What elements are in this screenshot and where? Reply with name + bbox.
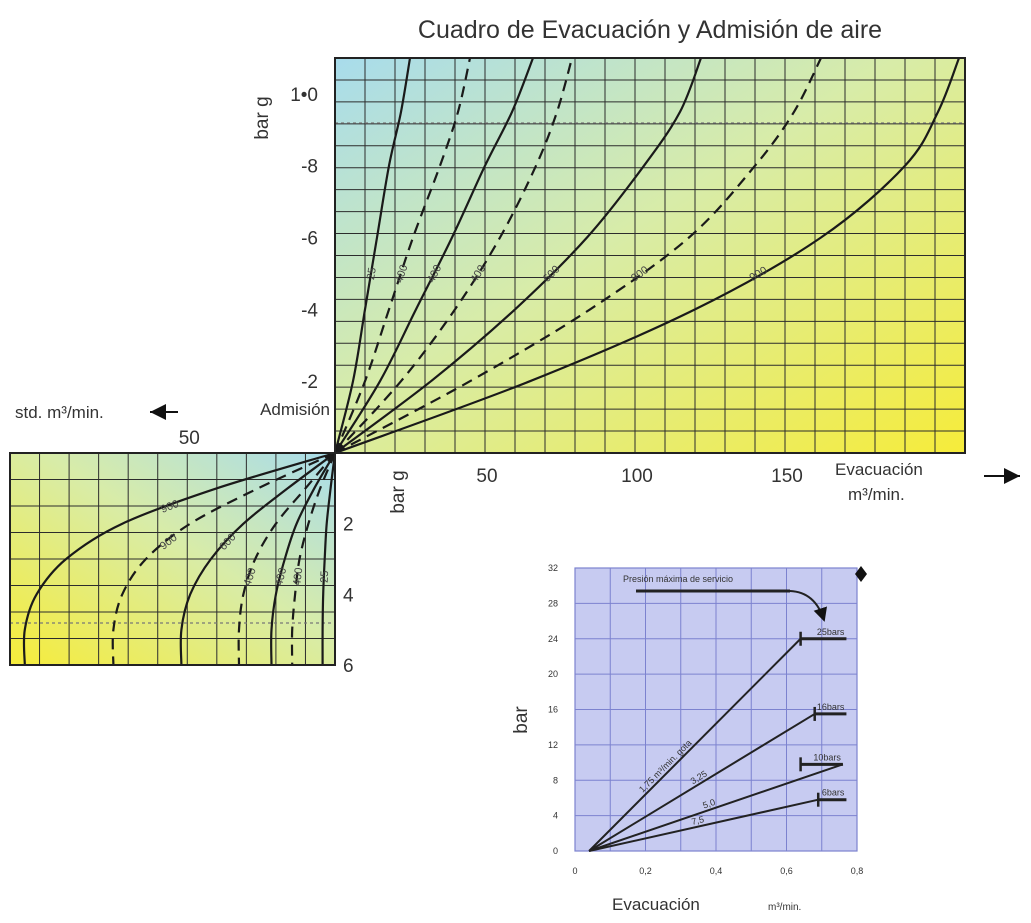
inset-y-tick: 8 <box>553 775 558 785</box>
evacuation-y-tick: -6 <box>301 229 318 250</box>
evacuation-curve-600 <box>334 57 703 454</box>
admission-curve-label: 400 <box>242 566 259 587</box>
evacuation-x-tick: 100 <box>621 466 653 487</box>
inset-line-label: 5,0 <box>701 797 716 811</box>
inset-line <box>588 763 844 852</box>
inset-annotation: Presión máxima de servicio <box>623 574 733 584</box>
evacuation-panel: 25 400 400 400 600 900 900 -2-4-6-81•0 50 100 15… <box>252 57 1020 504</box>
evacuation-curve-400 <box>333 57 472 454</box>
admission-curve-400 <box>290 452 337 666</box>
inset-y-tick: 12 <box>548 740 558 750</box>
admission-x-label: std. m³/min. <box>15 403 104 422</box>
inset-x-tick: 0 <box>572 866 577 876</box>
inset-y-tick: 24 <box>548 634 558 644</box>
admission-y-ticks: 2 4 6 <box>343 515 354 677</box>
inset-limit-label: 6bars <box>822 788 845 798</box>
admission-curve-900 <box>22 451 336 666</box>
inset-y-tick: 28 <box>548 598 558 608</box>
inset-grid <box>575 568 857 851</box>
admission-curves <box>22 451 337 666</box>
inset-x-label-unit: m³/min. <box>768 902 801 913</box>
inset-frame <box>574 567 858 852</box>
evacuation-x-tick: 150 <box>771 466 803 487</box>
inset-x-tick: 0,6 <box>780 866 793 876</box>
inset-x-tick: 0,8 <box>851 866 864 876</box>
admision-label: Admisión <box>260 400 330 419</box>
admission-curve-400 <box>237 452 336 666</box>
evacuation-y-tick: -2 <box>301 372 318 393</box>
admission-curve-25 <box>321 452 337 666</box>
inset-y-label: bar <box>511 706 532 734</box>
inset-x-label-main: Evacuación <box>612 895 700 914</box>
inset-line <box>588 638 802 852</box>
evacuation-x-ticks: 50 100 150 <box>476 466 802 487</box>
evacuation-curve-900 <box>334 57 961 455</box>
evacuation-y-tick: -8 <box>301 157 318 178</box>
evacuation-curve-label: 400 <box>393 263 410 284</box>
admission-curve-900 <box>111 452 336 666</box>
inset-y-tick: 16 <box>548 705 558 715</box>
evacuation-x-label-line2: m³/min. <box>848 485 905 504</box>
inset-x-tick: 0,4 <box>710 866 723 876</box>
inset-line-label: 7,5 <box>691 814 705 826</box>
admission-curve-600 <box>179 452 336 666</box>
inset-y-tick: 0 <box>553 846 558 856</box>
inset-line <box>588 798 819 852</box>
admission-curve-label: 400 <box>291 567 305 587</box>
chart-title: Cuadro de Evacuación y Admisión de aire <box>418 16 882 44</box>
admission-x-ticks: 50 <box>179 428 200 449</box>
admission-curve-label: 25 <box>319 570 332 583</box>
diamond-icon <box>855 566 867 582</box>
inset-y-tick: 20 <box>548 669 558 679</box>
inset-y-tick: 4 <box>553 811 558 821</box>
inset-line <box>588 713 816 852</box>
admission-curve-label: 400 <box>273 567 289 588</box>
evacuation-curve-25 <box>333 57 412 454</box>
admission-y-tick: 6 <box>343 656 354 677</box>
inset-y-tick: 32 <box>548 563 558 573</box>
admission-y-label: bar g <box>388 470 409 513</box>
evacuation-y-ticks: -2 -4 -6 -8 1•0 <box>290 85 318 393</box>
evacuation-x-tick: 50 <box>476 466 497 487</box>
inset-y-ticks: 0 4 8 12 16 20 24 28 32 <box>548 563 558 856</box>
evacuation-frame <box>334 57 966 454</box>
inset-x-ticks: 0 0,2 0,4 0,6 0,8 <box>572 866 863 876</box>
inset-x-tick: 0,2 <box>639 866 652 876</box>
evacuation-curve-900 <box>334 57 822 454</box>
inset-annotation-arrow-icon <box>789 590 827 622</box>
inset-lines <box>588 631 847 852</box>
admission-frame <box>9 452 336 666</box>
admission-y-tick: 2 <box>343 515 354 536</box>
evacuation-y-tick: -4 <box>301 300 318 321</box>
inset-limit-label: 16bars <box>817 702 845 712</box>
admission-y-tick: 4 <box>343 585 354 606</box>
inset-limit-label: 25bars <box>817 627 845 637</box>
admission-x-tick: 50 <box>179 428 200 449</box>
evacuation-curve-400 <box>334 57 535 454</box>
evacuation-curve-400 <box>334 57 574 454</box>
evacuation-x-label-line1: Evacuación <box>835 460 923 479</box>
evacuation-curve-label: 25 <box>365 267 379 281</box>
evacuation-y-tick: 1•0 <box>290 85 318 106</box>
inset-limit-label: 10bars <box>813 752 841 762</box>
admission-curve-400 <box>270 452 336 666</box>
evacuation-y-label: bar g <box>252 96 273 139</box>
evacuation-curves <box>333 57 961 455</box>
evacuation-grid <box>335 58 965 453</box>
